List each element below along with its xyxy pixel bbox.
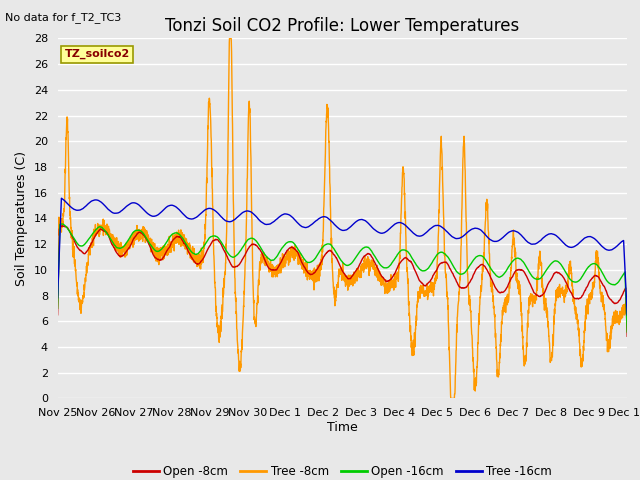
X-axis label: Time: Time	[327, 421, 358, 434]
Y-axis label: Soil Temperatures (C): Soil Temperatures (C)	[15, 151, 28, 286]
Text: No data for f_T2_TC3: No data for f_T2_TC3	[5, 12, 122, 23]
Legend: Open -8cm, Tree -8cm, Open -16cm, Tree -16cm: Open -8cm, Tree -8cm, Open -16cm, Tree -…	[128, 460, 557, 480]
Text: TZ_soilco2: TZ_soilco2	[65, 49, 130, 60]
Title: Tonzi Soil CO2 Profile: Lower Temperatures: Tonzi Soil CO2 Profile: Lower Temperatur…	[165, 17, 520, 36]
